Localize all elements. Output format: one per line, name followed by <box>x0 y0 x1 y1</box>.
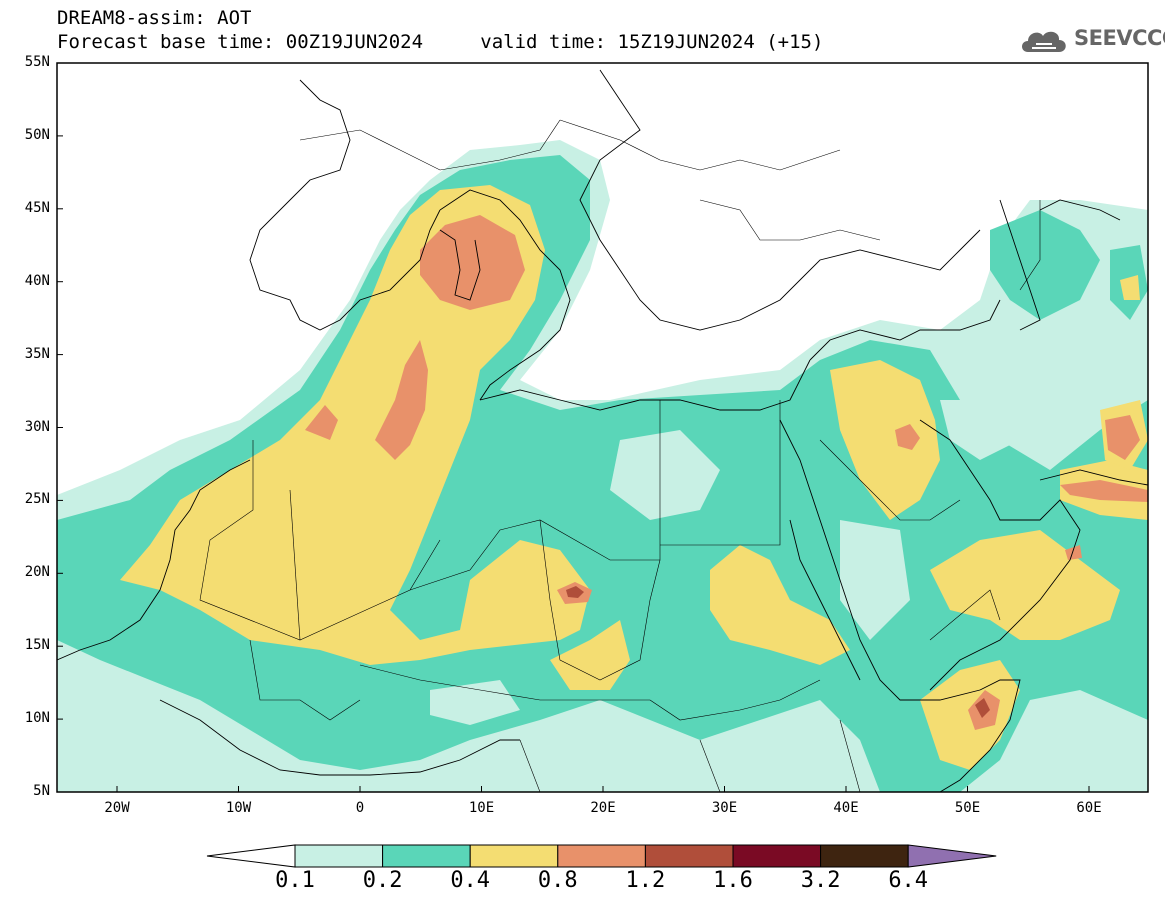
lat-tick-label: 50N <box>24 126 50 143</box>
seevccc-logo: SEEVCCC <box>1018 22 1165 58</box>
colorbar-level-label: 0.4 <box>450 868 491 893</box>
aot-low-pockets <box>430 400 1020 725</box>
lat-tick-label: 20N <box>24 564 50 581</box>
colorbar-swatch <box>294 844 384 868</box>
chart-title: DREAM8-assim: AOT <box>57 7 252 29</box>
lon-tick-label: 10E <box>468 800 495 816</box>
colorbar-swatch <box>644 844 734 868</box>
lon-tick-label: 50E <box>954 800 981 816</box>
colorbar-level-label: 0.2 <box>362 868 403 893</box>
colorbar-level-label: 6.4 <box>888 868 929 893</box>
lat-tick-label: 30N <box>24 418 50 435</box>
lat-tick-label: 40N <box>24 272 50 289</box>
colorbar-swatch <box>469 844 559 868</box>
lat-tick-label: 15N <box>24 637 50 654</box>
lon-tick-label: 30E <box>711 800 738 816</box>
colorbar-low-arrow <box>206 844 296 868</box>
colorbar-swatch <box>820 844 909 868</box>
colorbar <box>206 844 997 868</box>
valid-time-label: valid time: 15Z19JUN2024 (+15) <box>480 31 824 53</box>
aot-contour-1-2 <box>566 586 990 718</box>
colorbar-level-label: 0.8 <box>537 868 578 893</box>
colorbar-level-label: 1.2 <box>625 868 666 893</box>
colorbar-level-label: 1.6 <box>713 868 753 893</box>
chart-subtitle: Forecast base time: 00Z19JUN2024 valid t… <box>57 32 823 52</box>
lat-tick-label: 25N <box>24 491 50 508</box>
colorbar-swatch <box>732 844 822 868</box>
lon-tick-label: 20W <box>104 800 130 816</box>
colorbar-high-arrow <box>907 844 997 868</box>
axis-ticks <box>57 62 1090 793</box>
lon-tick-label: 10W <box>225 800 252 816</box>
lon-tick-label: 60E <box>1076 800 1102 816</box>
lat-tick-label: 5N <box>33 783 50 799</box>
aot-field <box>57 63 1148 792</box>
logo-text: SEEVCCC <box>1074 26 1165 50</box>
lat-tick-label: 35N <box>24 345 50 362</box>
lon-tick-label: 40E <box>833 800 859 816</box>
aot-contour-0-8 <box>305 215 1148 730</box>
cloud-icon <box>1022 31 1066 52</box>
lon-tick-label: 0 <box>355 800 365 816</box>
colorbar-level-label: 0.1 <box>275 868 315 893</box>
colorbar-swatch <box>382 844 471 868</box>
lon-tick-label: 20E <box>590 800 616 816</box>
base-time-label: Forecast base time: 00Z19JUN2024 <box>57 31 424 53</box>
lat-tick-label: 55N <box>24 54 50 70</box>
colorbar-swatch <box>557 844 646 868</box>
colorbar-level-label: 3.2 <box>800 868 841 893</box>
lat-tick-label: 45N <box>24 199 50 216</box>
country-borders <box>199 119 1041 792</box>
lat-tick-label: 10N <box>24 710 50 727</box>
